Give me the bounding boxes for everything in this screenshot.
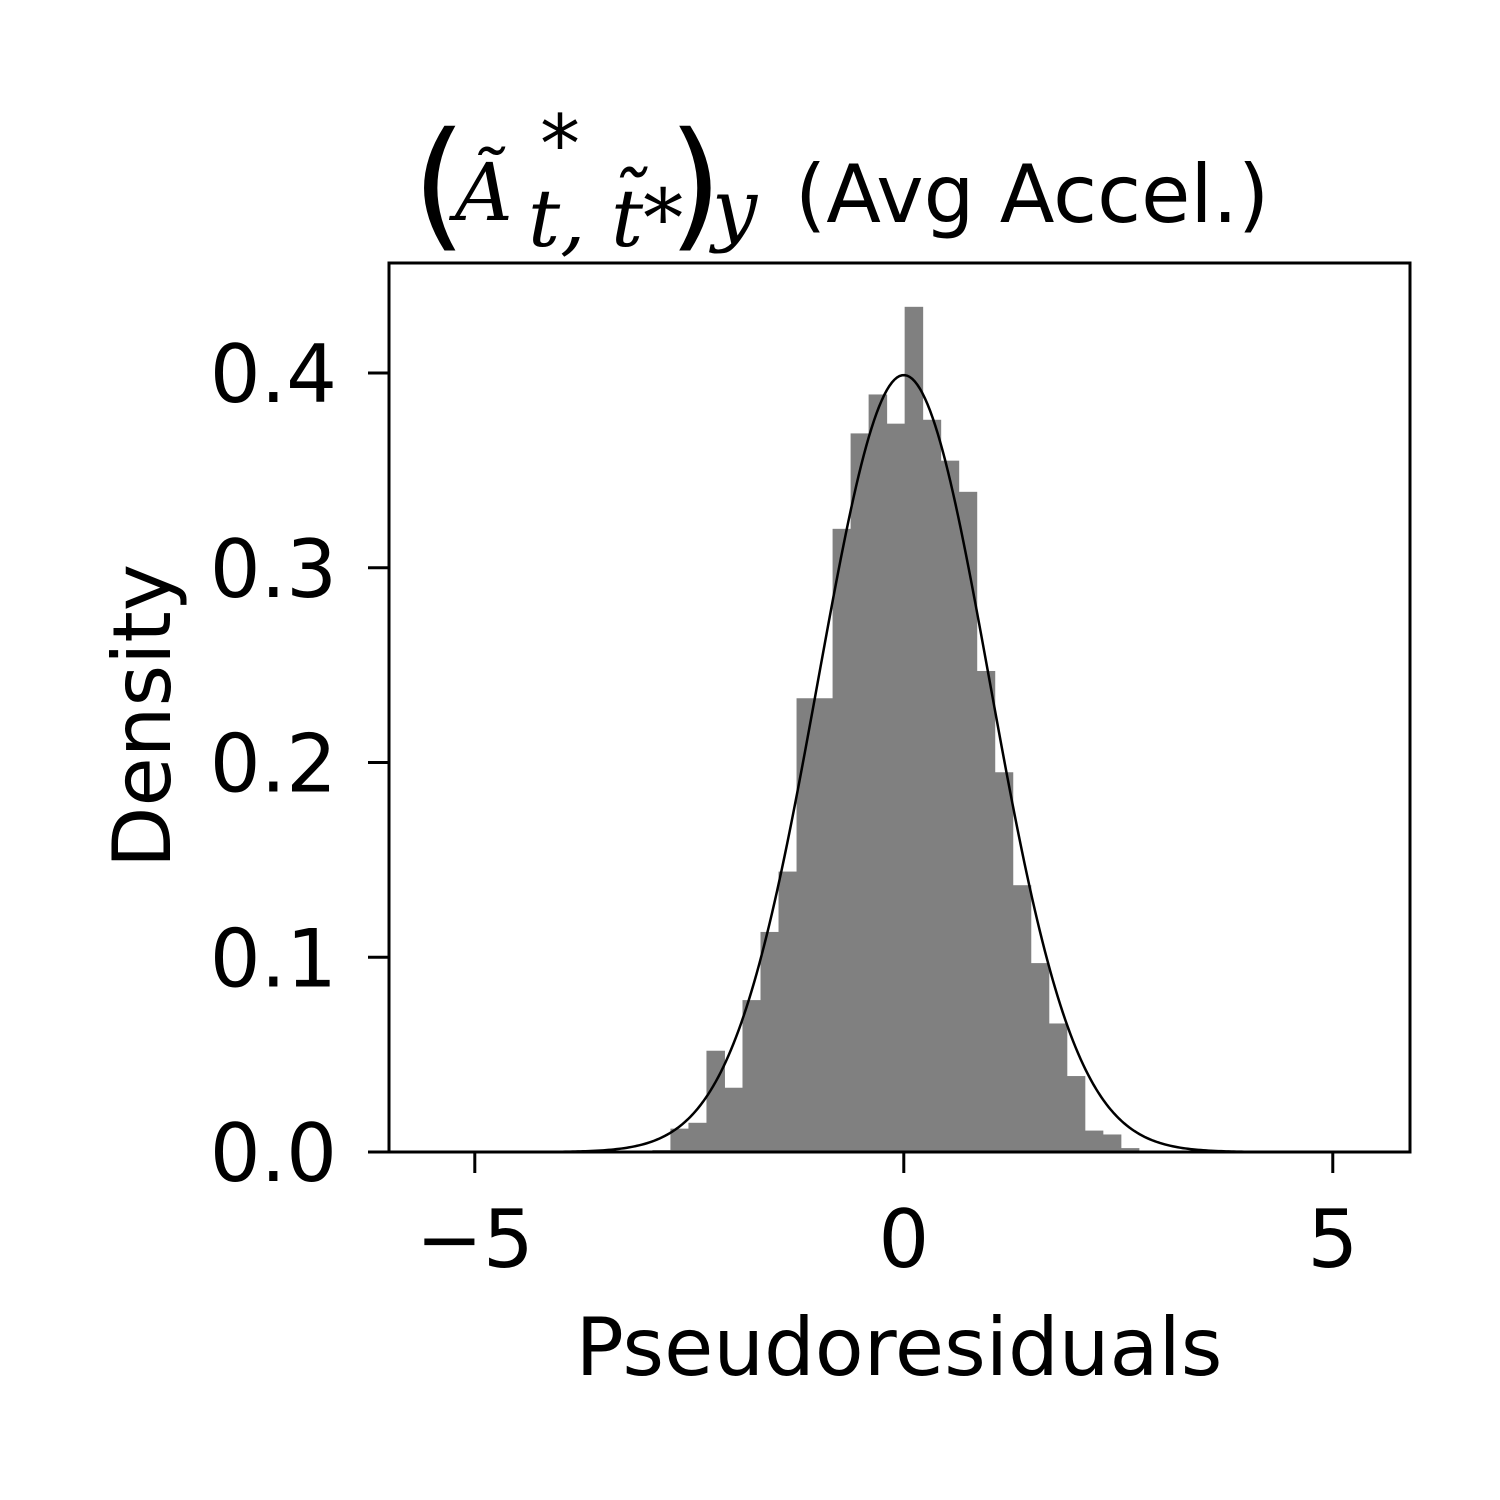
title-right-paren: ) (668, 103, 723, 266)
histogram-bar (940, 460, 960, 1152)
title-component: y (709, 162, 759, 255)
x-tick-label: −5 (416, 1193, 534, 1286)
histogram-bar (814, 698, 834, 1152)
histogram-bar (760, 931, 780, 1152)
x-axis-title: Pseudoresiduals (576, 1301, 1223, 1394)
title-suffix: (Avg Accel.) (795, 148, 1269, 241)
histogram-bar (1066, 1076, 1086, 1152)
histogram-bar (850, 433, 870, 1152)
histogram-bar (724, 1087, 743, 1152)
histogram-bar (688, 1122, 707, 1152)
plot-frame (387, 261, 1412, 1154)
histogram-bar (1102, 1134, 1122, 1152)
histogram-bar (1084, 1130, 1104, 1152)
histogram-bar (670, 1128, 689, 1152)
histogram-bar (976, 670, 996, 1152)
chart-title: ( Ã * t, t̃* ) y (Avg Accel.) (412, 98, 1269, 266)
y-tick-label: 0.2 (210, 718, 337, 811)
title-superscript: * (540, 98, 580, 191)
histogram-bar (994, 772, 1014, 1152)
histogram-bar (742, 1000, 762, 1152)
title-left-paren: ( (412, 103, 467, 266)
histogram-bar (868, 394, 888, 1152)
histogram-bar (1012, 885, 1032, 1152)
histogram-bar (886, 423, 906, 1152)
histogram-bars (634, 306, 1140, 1152)
y-tick-label: 0.4 (210, 328, 337, 421)
x-tick-label: 0 (878, 1193, 929, 1286)
histogram-bar (1120, 1148, 1140, 1152)
histogram-bar (832, 528, 852, 1152)
histogram-bar (1030, 963, 1050, 1152)
title-symbol: Ã (448, 146, 513, 239)
histogram-bar (958, 491, 978, 1152)
x-tick-label: 5 (1307, 1193, 1358, 1286)
histogram-bar (1048, 1023, 1068, 1152)
histogram-bar (922, 419, 942, 1152)
y-axis-title: Density (96, 564, 189, 868)
y-tick-label: 0.1 (210, 912, 337, 1005)
title-subscript: t, t̃* (528, 165, 683, 265)
histogram-bar (778, 871, 798, 1152)
histogram-bar (904, 306, 924, 1152)
y-tick-label: 0.0 (210, 1107, 337, 1200)
x-axis-ticks: −5 0 5 (416, 1152, 1358, 1286)
histogram-bar (796, 698, 816, 1152)
y-tick-label: 0.3 (210, 523, 337, 616)
histogram-bar (706, 1050, 725, 1152)
y-axis-ticks: 0.0 0.1 0.2 0.3 0.4 (210, 328, 389, 1200)
